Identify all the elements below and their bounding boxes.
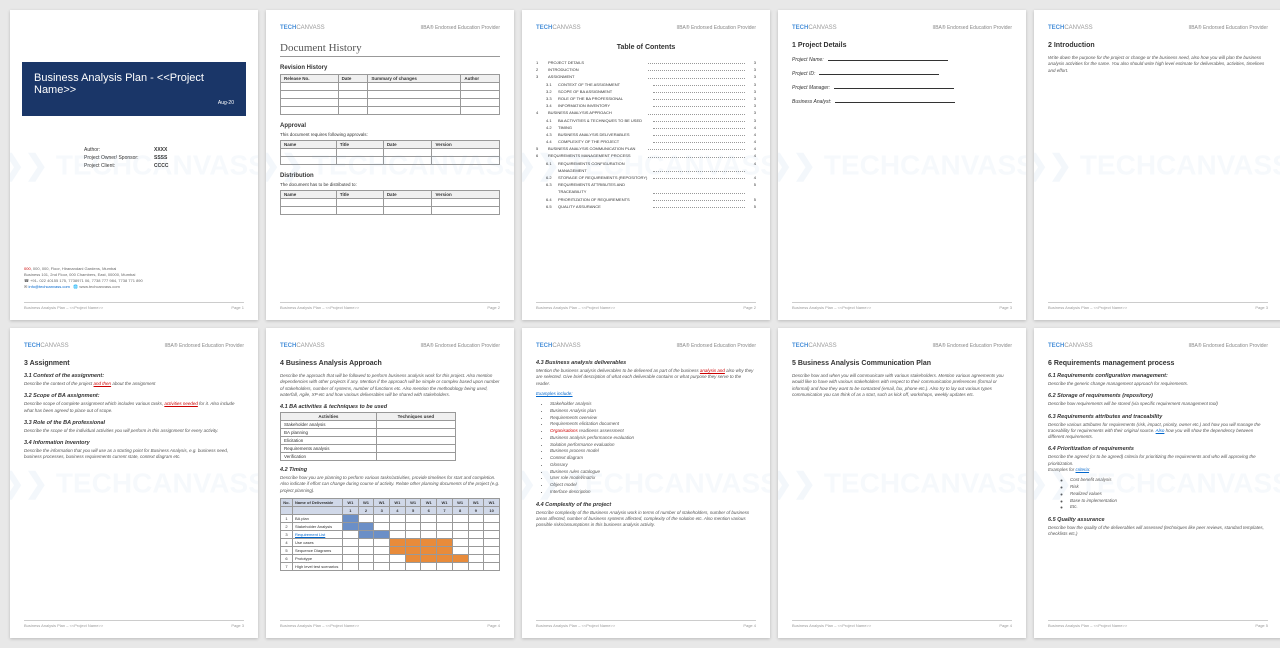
sec-5-h: 5 Business Analysis Communication Plan [792, 360, 1012, 367]
footer: Business Analysis Plan – <<Project Name>… [24, 302, 244, 310]
criteria-list: Cost benefit analysisRiskRealized values… [1048, 477, 1268, 511]
page-1: TECHCANVASS Business Analysis Plan - <<P… [10, 10, 258, 320]
approval-table: NameTitleDateVersion [280, 140, 500, 165]
doc-title: Business Analysis Plan - <<Project Name>… [34, 72, 234, 96]
page-6: TECHCANVASSIIBA® Endorsed Education Prov… [10, 328, 258, 638]
page-5: TECHCANVASSIIBA® Endorsed Education Prov… [1034, 10, 1280, 320]
sec-3-4-b: Describe the information that you will u… [24, 448, 244, 461]
sec-2-body: Write down the purpose for the project o… [1048, 55, 1268, 74]
logo-left: TECHCANVASS [280, 25, 325, 31]
sec-4-intro: Describe the approach that will be follo… [280, 373, 500, 398]
meta-block: Author:XXXXProject Owner/ Sponsor:SSSSPr… [84, 146, 244, 170]
sec-3-4-h: 3.4 Information Inventory [24, 440, 244, 446]
page-7: TECHCANVASSIIBA® Endorsed Education Prov… [266, 328, 514, 638]
sec-3-2-h: 3.2 Scope of BA assignment: [24, 393, 244, 399]
page-8: TECHCANVASSIIBA® Endorsed Education Prov… [522, 328, 770, 638]
dist-table: NameTitleDateVersion [280, 190, 500, 215]
addr-email: info@techcanvass.com [28, 284, 69, 289]
addr-3: +91- 022 40155 175, 7738971 06, 7738 777… [30, 278, 143, 283]
sec-3-2-b: Describe scope of complete assignment wh… [24, 401, 244, 414]
rev-heading: Revision History [280, 65, 500, 71]
sec-6-2-b: Describe how requirements will be stored… [1048, 401, 1268, 407]
addr-1: 000, 000, Floor, Hiranandani Gardens, Mu… [33, 266, 116, 271]
sec-6-h: 6 Requirements management process [1048, 360, 1268, 367]
sec-3-3-b: Describe the scope of the individual act… [24, 428, 244, 434]
doc-history-title: Document History [280, 42, 500, 57]
sec-3-3-h: 3.3 Role of the BA professional [24, 420, 244, 426]
revision-table: Release No.DateSummary of changesAuthor [280, 74, 500, 115]
sec-6-4-b: Describe the agreed (or to be agreed) cr… [1048, 454, 1268, 473]
addr-web: www.techcanvass.com [79, 284, 119, 289]
examples-label: Examples include: [536, 391, 756, 397]
gantt-chart: No.Name of DeliverableW1W1W1W1W1W1W1W1W1… [280, 498, 500, 571]
doc-date: Aug-20 [34, 100, 234, 106]
sec-4-2-b: Describe how you are planning to perform… [280, 475, 500, 494]
sec-4-3-h: 4.3 Business analysis deliverables [536, 360, 756, 366]
page-10: TECHCANVASSIIBA® Endorsed Education Prov… [1034, 328, 1280, 638]
page-9: TECHCANVASSIIBA® Endorsed Education Prov… [778, 328, 1026, 638]
sec-2-h: 2 Introduction [1048, 42, 1268, 49]
sec-3-1-b: Describe the context of the project and … [24, 381, 244, 387]
sec-6-3-h: 6.3 Requirements attributes and traceabi… [1048, 414, 1268, 420]
approval-sub: This document requires following approva… [280, 132, 500, 137]
page-grid: TECHCANVASS Business Analysis Plan - <<P… [10, 10, 1280, 638]
project-fields: Project Name:Project ID:Project Manager:… [792, 57, 1012, 105]
activities-table: ActivitiesTechniques usedStakeholder ana… [280, 412, 456, 461]
sec-6-4-h: 6.4 Prioritization of requirements [1048, 446, 1268, 452]
address-block: 000, 000, 000, Floor, Hiranandani Garden… [24, 266, 143, 290]
sec-3-h: 3 Assignment [24, 360, 244, 367]
sec-5-b: Describe how and when you will communica… [792, 373, 1012, 398]
sec-4-2-h: 4.2 Timing [280, 467, 500, 473]
dist-sub: The document has to be distributed to: [280, 182, 500, 187]
dist-heading: Distribution [280, 173, 500, 179]
sec-4-1-h: 4.1 BA activities & techniques to be use… [280, 404, 500, 410]
sec-4-3-b: Mention the business analysis deliverabl… [536, 368, 756, 387]
toc-list: 1Project Details32Introduction33Assignme… [536, 59, 756, 210]
page-4: TECHCANVASSIIBA® Endorsed Education Prov… [778, 10, 1026, 320]
sec-4-h: 4 Business Analysis Approach [280, 360, 500, 367]
sec-1-h: 1 Project Details [792, 42, 1012, 49]
approval-heading: Approval [280, 123, 500, 129]
sec-6-1-h: 6.1 Requirements configuration managemen… [1048, 373, 1268, 379]
sec-6-3-b: Describe various attributes for requirem… [1048, 422, 1268, 441]
sec-4-4-b: Describe complexity of the Business Anal… [536, 510, 756, 529]
sec-3-1-h: 3.1 Context of the assignment: [24, 373, 244, 379]
sec-6-5-h: 6.5 Quality assurance [1048, 517, 1268, 523]
sec-4-4-h: 4.4 Complexity of the project [536, 502, 756, 508]
page-3: TECHCANVASSIIBA® Endorsed Education Prov… [522, 10, 770, 320]
title-block: Business Analysis Plan - <<Project Name>… [22, 62, 246, 116]
page-2: TECHCANVASS IIBA® Endorsed Education Prov… [266, 10, 514, 320]
toc-title: Table of Contents [536, 44, 756, 51]
sec-6-5-b: Describe how the quality of the delivera… [1048, 525, 1268, 538]
sec-6-1-b: Describe the generic change management a… [1048, 381, 1268, 387]
sec-6-2-h: 6.2 Storage of requirements (repository) [1048, 393, 1268, 399]
logo-right: IIBA® Endorsed Education Provider [420, 25, 500, 31]
deliverables-list: Stakeholder analysisBusiness Analysis pl… [536, 401, 756, 496]
